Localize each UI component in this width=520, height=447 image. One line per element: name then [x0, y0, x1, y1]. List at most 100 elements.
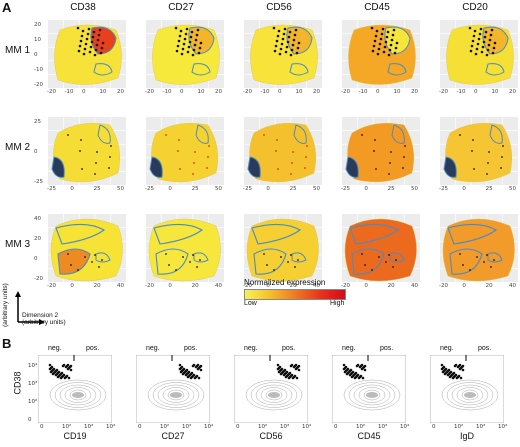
dimension-1-label: Dimension 1 (arbitrary units): [0, 283, 9, 327]
y-tick-label: 10³: [28, 381, 38, 387]
x-tick-label: -20: [243, 283, 252, 289]
x-tick-label: 0: [376, 89, 380, 95]
x-tick-label: -25: [145, 186, 154, 192]
x-tick-label: 20: [485, 283, 493, 289]
plot-xlabel: IgD: [459, 431, 474, 441]
x-tick-label: -10: [64, 89, 74, 95]
tissue-map-mm1-cd20: -20 -10 0 10 20: [432, 20, 518, 96]
x-tick-label: 0: [236, 424, 240, 430]
x-tick-label: 50: [509, 186, 516, 192]
plot-xlabel: CD56: [259, 431, 283, 441]
x-tick-label: 25: [387, 186, 395, 192]
y-tick-label: -25: [34, 179, 43, 185]
x-tick-label: 0: [266, 186, 270, 192]
x-tick-label: -20: [341, 89, 350, 95]
x-tick-label: 0: [266, 283, 270, 289]
flow-plot-cd27: neg. pos. 0 10² 10³ 10⁴ CD27: [135, 345, 213, 441]
y-tick-label: 40: [34, 216, 41, 222]
flow-plot-igd: neg. pos. 0 10² 10³ 10⁴ IgD: [429, 345, 507, 441]
x-tick-label: 0: [82, 89, 86, 95]
x-tick-label: 0: [462, 186, 466, 192]
x-tick-label: -25: [47, 186, 56, 192]
x-tick-label: 25: [289, 186, 297, 192]
pos-label: pos.: [478, 345, 492, 352]
x-tick-label: 0: [364, 186, 368, 192]
x-tick-label: 25: [93, 186, 101, 192]
dimension-axes-caption: [12, 290, 72, 330]
column-title-cd20: CD20: [462, 2, 488, 13]
y-tick-label: 25: [34, 119, 41, 125]
column-title-cd45: CD45: [364, 2, 390, 13]
x-tick-label: 20: [289, 283, 297, 289]
tissue-map-mm2-cd38: -25 0 25 50 25 0 -25: [34, 117, 126, 193]
x-tick-label: -10: [260, 89, 270, 95]
dimension-2-label: Dimension 2 (arbitrary units): [22, 312, 66, 326]
x-tick-label: 0: [70, 186, 74, 192]
x-tick-label: 10: [99, 89, 107, 95]
x-tick-label: -20: [145, 89, 154, 95]
x-tick-label: -25: [341, 186, 350, 192]
pos-label: pos.: [380, 345, 394, 352]
x-tick-label: 10⁴: [204, 424, 214, 430]
plot-xlabel: CD19: [63, 431, 87, 441]
x-tick-label: -20: [243, 89, 252, 95]
x-tick-label: 10³: [378, 424, 388, 430]
x-tick-label: 10³: [84, 424, 94, 430]
plot-xlabel: CD45: [357, 431, 381, 441]
x-tick-label: 50: [215, 186, 222, 192]
flow-plot-cd19: neg. pos. 0 10² 10³ 10⁴ 10⁴ 10³ 10² 0 CD19: [28, 345, 115, 441]
y-tick-label: 10: [34, 37, 41, 43]
x-tick-label: 20: [117, 89, 124, 95]
row-label-mm-3: MM 3: [5, 239, 30, 250]
column-title-cd38: CD38: [70, 2, 96, 13]
x-tick-label: -20: [145, 283, 154, 289]
x-tick-label: -20: [439, 283, 448, 289]
neg-label: neg.: [440, 345, 454, 352]
x-tick-label: -25: [243, 186, 252, 192]
y-tick-label: 0: [34, 256, 38, 262]
x-tick-label: -10: [456, 89, 466, 95]
tissue-map-mm3-cd20: -20 0 20 40: [432, 214, 518, 290]
y-tick-label: 0: [34, 52, 38, 58]
tissue-map-mm2-cd20: -25 0 25 50: [432, 117, 518, 193]
row-label-mm-1: MM 1: [5, 45, 30, 56]
x-tick-label: 40: [117, 283, 124, 289]
x-tick-label: 50: [313, 186, 320, 192]
x-tick-label: 50: [117, 186, 124, 192]
x-tick-label: 10²: [62, 424, 72, 430]
x-tick-label: 20: [313, 89, 320, 95]
tissue-map-mm1-cd45: -20 -10 0 10 20: [334, 20, 420, 96]
neg-label: neg.: [342, 345, 356, 352]
x-tick-label: 20: [191, 283, 199, 289]
x-tick-label: 0: [462, 283, 466, 289]
x-tick-label: 10²: [160, 424, 170, 430]
panel-a-letter: A: [2, 0, 12, 15]
x-tick-label: 40: [411, 283, 418, 289]
tissue-map-mm1-cd56: -20 -10 0 10 20: [236, 20, 322, 96]
x-tick-label: 10²: [258, 424, 268, 430]
x-tick-label: -20: [439, 89, 448, 95]
x-tick-label: -10: [162, 89, 172, 95]
y-tick-label: -20: [34, 276, 43, 282]
x-tick-label: 20: [411, 89, 418, 95]
neg-label: neg.: [48, 345, 62, 352]
y-tick-label: 0: [28, 417, 32, 423]
pos-label: pos.: [282, 345, 296, 352]
x-tick-label: -20: [47, 89, 56, 95]
legend-low-label: Low: [244, 300, 257, 307]
x-tick-label: 10³: [182, 424, 192, 430]
y-tick-label: 20: [34, 236, 41, 242]
x-tick-label: 10²: [356, 424, 366, 430]
x-tick-label: 0: [138, 424, 142, 430]
flow-plot-cd56: neg. pos. 0 10² 10³ 10⁴ CD56: [233, 345, 311, 441]
x-tick-label: 10⁴: [400, 424, 410, 430]
tissue-map-mm3-cd38: -20 0 20 40 40 20 0 -20: [34, 214, 126, 290]
y-tick-label: 10²: [28, 399, 38, 405]
y-tick-label: 20: [34, 22, 41, 28]
x-tick-label: 10⁴: [106, 424, 116, 430]
x-tick-label: 10²: [454, 424, 464, 430]
x-tick-label: 20: [215, 89, 222, 95]
x-tick-label: 0: [364, 283, 368, 289]
y-tick-label: -10: [34, 67, 43, 73]
y-tick-label: -20: [34, 82, 43, 88]
